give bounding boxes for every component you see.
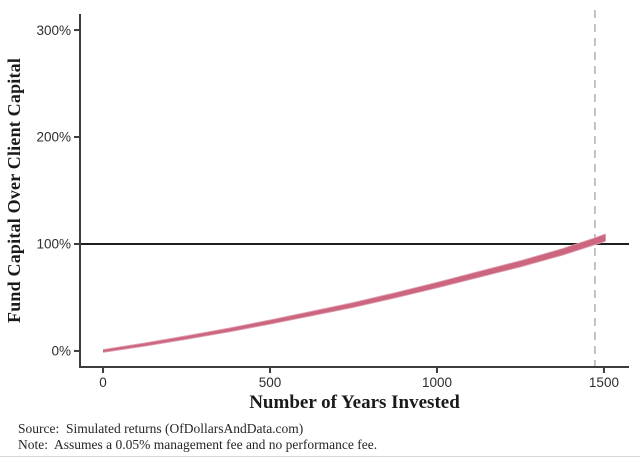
x-tick-label: 0 [99, 375, 107, 390]
y-tick-label: 0% [51, 344, 71, 359]
y-tick-label: 200% [36, 130, 71, 145]
bottom-divider [0, 456, 640, 457]
y-tick-label: 100% [36, 237, 71, 252]
x-tick-label: 1000 [422, 375, 452, 390]
x-axis-title: Number of Years Invested [249, 392, 460, 413]
y-tick-label: 300% [36, 23, 71, 38]
simulated-curve [103, 234, 606, 352]
x-tick-label: 1500 [589, 375, 619, 390]
y-axis-title: Fund Capital Over Client Capital [4, 57, 24, 324]
fee-note: Note: Assumes a 0.05% management fee and… [18, 437, 378, 452]
simulated-curve-outer [103, 233, 606, 353]
source-note: Source: Simulated returns (OfDollarsAndD… [18, 421, 304, 436]
x-tick-label: 500 [259, 375, 282, 390]
